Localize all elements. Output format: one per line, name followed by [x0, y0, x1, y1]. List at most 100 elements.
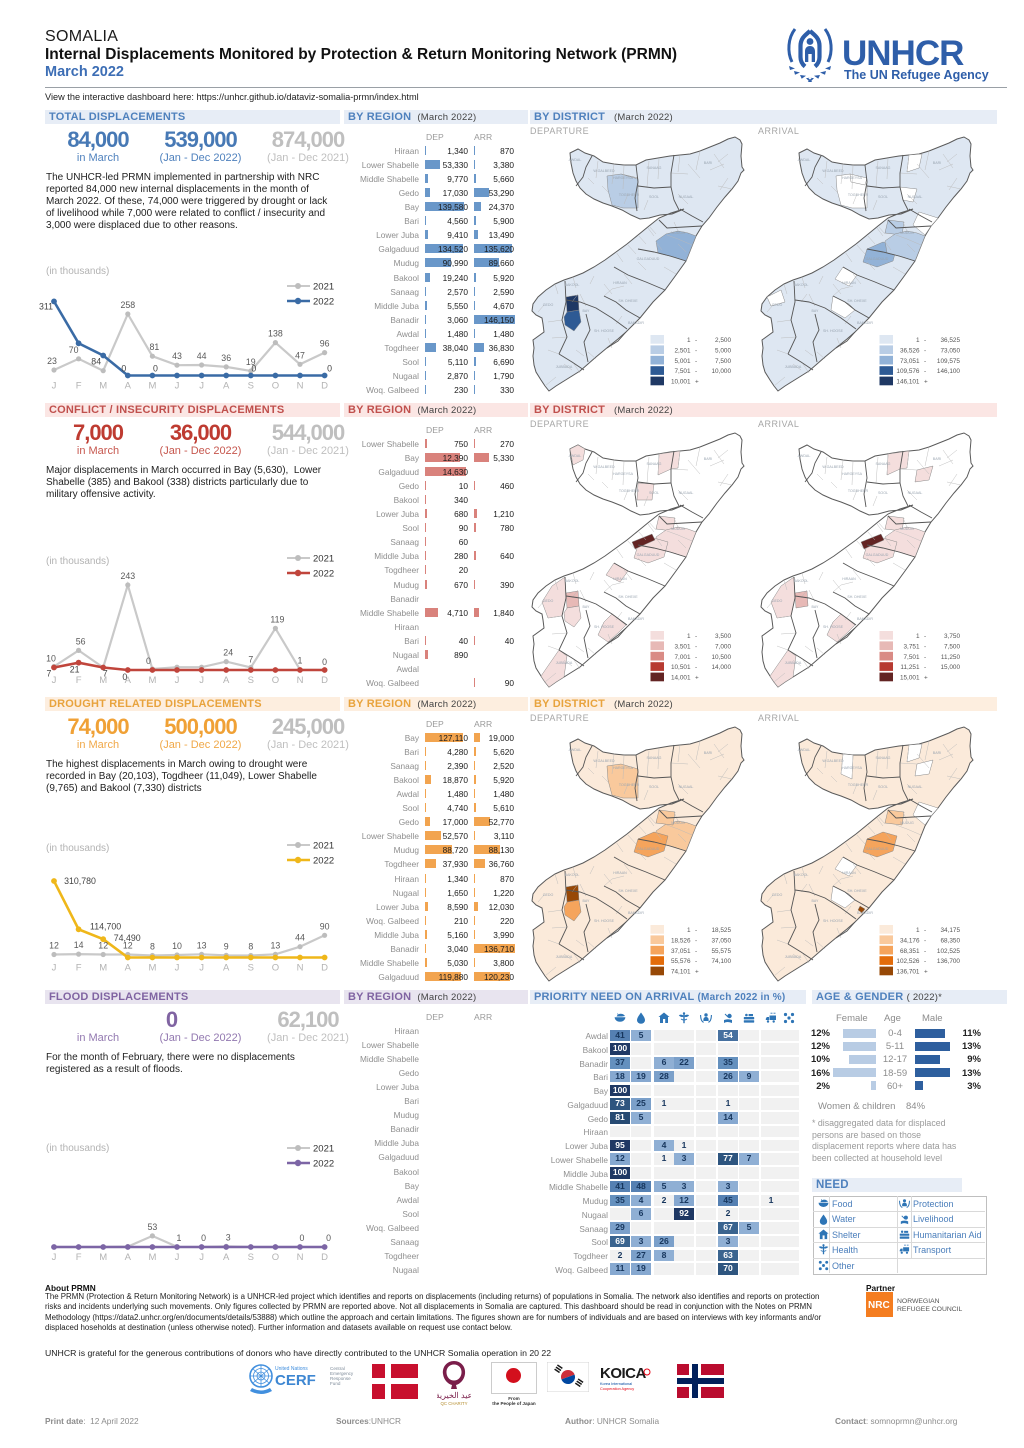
svg-text:10,501: 10,501 [671, 664, 691, 671]
svg-text:SANAAG: SANAAG [876, 166, 891, 170]
svg-text:JUBBADA: JUBBADA [785, 661, 802, 665]
svg-text:BAY: BAY [583, 309, 591, 313]
svg-text:7,001: 7,001 [675, 654, 691, 661]
svg-text:A: A [125, 381, 132, 392]
svg-text:NUGAAL: NUGAAL [908, 491, 923, 495]
svg-text:-: - [924, 633, 926, 640]
svg-text:90: 90 [320, 921, 330, 931]
svg-text:S: S [248, 675, 254, 686]
svg-text:SOOL: SOOL [878, 785, 888, 789]
svg-text:BAKOOL: BAKOOL [565, 579, 580, 583]
svg-text:138: 138 [268, 329, 283, 339]
svg-text:TOGDHEER: TOGDHEER [619, 783, 640, 787]
svg-text:N: N [297, 675, 304, 686]
svg-text:119: 119 [270, 614, 284, 624]
svg-text:0: 0 [121, 364, 126, 374]
svg-text:SH. HOOSE: SH. HOOSE [594, 919, 615, 923]
svg-text:J: J [199, 675, 204, 686]
svg-text:SH. DHEXE: SH. DHEXE [847, 299, 867, 303]
svg-text:74,101: 74,101 [671, 969, 691, 976]
svg-text:7: 7 [47, 669, 52, 679]
svg-text:BAY: BAY [812, 309, 820, 313]
svg-text:14: 14 [74, 940, 84, 950]
svg-text:7,501: 7,501 [675, 368, 691, 375]
svg-text:MUDUG: MUDUG [900, 231, 914, 235]
svg-text:-: - [924, 654, 926, 661]
svg-text:HARGEYSA: HARGEYSA [613, 176, 634, 180]
svg-text:AWDAL: AWDAL [798, 454, 811, 458]
svg-text:D: D [321, 381, 328, 392]
svg-text:TOGDHEER: TOGDHEER [619, 193, 640, 197]
svg-text:10: 10 [46, 654, 56, 664]
svg-text:JUBBADA: JUBBADA [556, 365, 573, 369]
svg-text:+: + [924, 675, 928, 682]
svg-text:BAKOOL: BAKOOL [794, 873, 809, 877]
svg-text:MUDUG: MUDUG [671, 231, 685, 235]
svg-text:JUBBADA: JUBBADA [785, 365, 802, 369]
svg-text:2021: 2021 [313, 282, 334, 293]
svg-text:Fund: Fund [330, 1381, 341, 1386]
svg-text:A: A [223, 381, 230, 392]
svg-text:-: - [695, 664, 697, 671]
svg-text:11,251: 11,251 [900, 664, 920, 671]
svg-text:0: 0 [146, 656, 151, 666]
svg-text:SANAAG: SANAAG [647, 756, 662, 760]
svg-text:-: - [695, 337, 697, 344]
svg-text:SOOL: SOOL [649, 785, 659, 789]
svg-text:10,001: 10,001 [671, 379, 691, 386]
svg-text:NUGAAL: NUGAAL [908, 785, 923, 789]
svg-text:A: A [125, 1252, 132, 1263]
svg-text:7: 7 [103, 669, 108, 679]
svg-text:15,000: 15,000 [940, 664, 960, 671]
svg-text:GALGADUUD: GALGADUUD [637, 847, 660, 851]
svg-text:J: J [175, 963, 180, 974]
svg-text:J: J [199, 381, 204, 392]
svg-text:14,001: 14,001 [671, 675, 691, 682]
svg-text:3,750: 3,750 [944, 633, 960, 640]
svg-text:Cooperation Agency: Cooperation Agency [600, 1387, 634, 1391]
svg-text:8: 8 [150, 942, 155, 952]
svg-text:34,176: 34,176 [900, 937, 920, 944]
svg-text:-: - [695, 948, 697, 955]
svg-text:1: 1 [916, 927, 920, 934]
svg-text:73,050: 73,050 [940, 347, 960, 354]
svg-text:7,501: 7,501 [904, 654, 920, 661]
svg-text:311: 311 [39, 301, 53, 311]
svg-text:310,780: 310,780 [64, 876, 96, 886]
svg-text:3: 3 [226, 1232, 231, 1242]
svg-text:F: F [76, 1252, 82, 1263]
svg-text:M: M [148, 963, 156, 974]
svg-text:-: - [695, 927, 697, 934]
svg-text:2021: 2021 [313, 1144, 334, 1155]
svg-text:70: 70 [69, 345, 79, 355]
svg-text:2022: 2022 [313, 856, 334, 867]
svg-text:15,001: 15,001 [900, 675, 920, 682]
svg-text:-: - [695, 358, 697, 365]
svg-text:SH. HOOSE: SH. HOOSE [594, 329, 615, 333]
svg-text:BARI: BARI [933, 161, 941, 165]
svg-text:14,000: 14,000 [711, 664, 731, 671]
svg-text:S: S [248, 381, 254, 392]
svg-text:BAKOOL: BAKOOL [565, 283, 580, 287]
svg-text:SH. DHEXE: SH. DHEXE [847, 889, 867, 893]
svg-text:AWDAL: AWDAL [798, 158, 811, 162]
svg-text:146,101: 146,101 [896, 379, 920, 386]
svg-text:GALGADUUD: GALGADUUD [866, 553, 889, 557]
svg-text:37,050: 37,050 [711, 937, 731, 944]
svg-text:36,525: 36,525 [940, 337, 960, 344]
svg-text:102,526: 102,526 [896, 958, 920, 965]
svg-text:HIRAAN: HIRAAN [613, 577, 627, 581]
svg-text:BARI: BARI [933, 457, 941, 461]
svg-text:44: 44 [197, 351, 207, 361]
svg-text:12: 12 [49, 941, 59, 951]
svg-text:N: N [297, 1252, 304, 1263]
svg-text:-: - [695, 937, 697, 944]
svg-text:2021: 2021 [313, 841, 334, 852]
svg-text:74,490: 74,490 [114, 933, 141, 943]
svg-text:55,576: 55,576 [671, 958, 691, 965]
svg-text:-: - [924, 337, 926, 344]
svg-text:GALGADUUD: GALGADUUD [866, 847, 889, 851]
svg-text:SANAAG: SANAAG [876, 462, 891, 466]
svg-text:SH. DHEXE: SH. DHEXE [618, 889, 638, 893]
svg-text:A: A [125, 675, 132, 686]
